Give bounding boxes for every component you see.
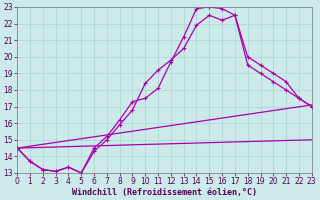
X-axis label: Windchill (Refroidissement éolien,°C): Windchill (Refroidissement éolien,°C) bbox=[72, 188, 257, 197]
